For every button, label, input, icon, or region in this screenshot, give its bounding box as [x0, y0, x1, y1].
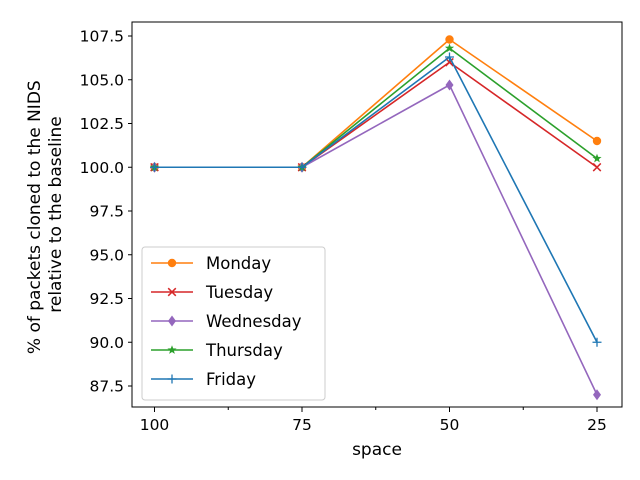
- plot-area: [131, 21, 623, 408]
- y-tick-label: 100.0: [80, 159, 124, 177]
- data-point-monday: [445, 35, 454, 44]
- legend-marker: [167, 374, 177, 384]
- data-point-thursday: [444, 43, 455, 53]
- legend-item: Tuesday: [151, 283, 273, 302]
- legend-item: Friday: [151, 370, 256, 389]
- legend-marker: [167, 258, 177, 268]
- series-line: [154, 47, 598, 169]
- y-tick-label: 87.5: [89, 378, 124, 396]
- data-point-tuesday: [592, 162, 602, 172]
- data-point-wednesday: [593, 389, 601, 401]
- series-layer: [149, 35, 602, 401]
- data-point-friday: [150, 162, 159, 172]
- series-line: [154, 38, 598, 169]
- legend-item: Wednesday: [151, 312, 302, 331]
- series-monday: [150, 35, 602, 172]
- legend-marker: [167, 287, 177, 297]
- legend: Monday Tuesday Wednesday Thursday Friday: [141, 246, 326, 401]
- x-tick-label: 25: [587, 416, 607, 434]
- y-tick-label: 92.5: [89, 290, 124, 308]
- legend-label: Wednesday: [206, 312, 302, 331]
- legend-box: [141, 246, 326, 401]
- data-point-friday: [445, 52, 454, 62]
- x-axis-label: space: [352, 440, 402, 460]
- data-point-wednesday: [445, 79, 454, 91]
- y-tick-label: 105.0: [80, 71, 124, 89]
- series-line: [154, 61, 598, 169]
- y-axis-label: % of packets cloned to the NIDS relative…: [25, 75, 66, 354]
- data-point-monday: [592, 136, 602, 146]
- y-tick-label: 95.0: [89, 246, 124, 264]
- data-point-thursday: [592, 153, 602, 163]
- plot-frame: [131, 21, 623, 408]
- y-axis: 87.5 90.0 92.5 95.0 97.5 100.0 102.5 105.0 107.5: [80, 28, 132, 396]
- x-tick-label: 75: [292, 416, 312, 434]
- series-friday: [150, 52, 602, 347]
- legend-marker: [168, 315, 176, 327]
- y-tick-label: 97.5: [89, 203, 124, 221]
- legend-label: Tuesday: [205, 283, 273, 302]
- legend-label: Monday: [206, 254, 271, 273]
- y-tick-label: 107.5: [80, 28, 124, 46]
- y-tick-label: 90.0: [89, 334, 124, 352]
- y-axis-label-line-2: relative to the baseline: [46, 116, 66, 313]
- series-line: [154, 56, 598, 343]
- data-point-friday: [297, 162, 307, 172]
- legend-item: Thursday: [151, 341, 283, 360]
- series-thursday: [149, 43, 602, 172]
- legend-label: Thursday: [205, 341, 283, 360]
- x-tick-label: 100: [140, 416, 170, 434]
- series-tuesday: [150, 57, 602, 172]
- legend-item: Monday: [151, 254, 271, 273]
- legend-label: Friday: [206, 370, 256, 389]
- y-tick-label: 102.5: [80, 115, 124, 133]
- legend-marker: [167, 345, 177, 354]
- y-axis-label-line-1: % of packets cloned to the NIDS: [25, 80, 45, 354]
- x-axis: 100 75 50 25: [140, 407, 607, 434]
- data-point-friday: [592, 337, 602, 347]
- x-tick-label: 50: [440, 416, 460, 434]
